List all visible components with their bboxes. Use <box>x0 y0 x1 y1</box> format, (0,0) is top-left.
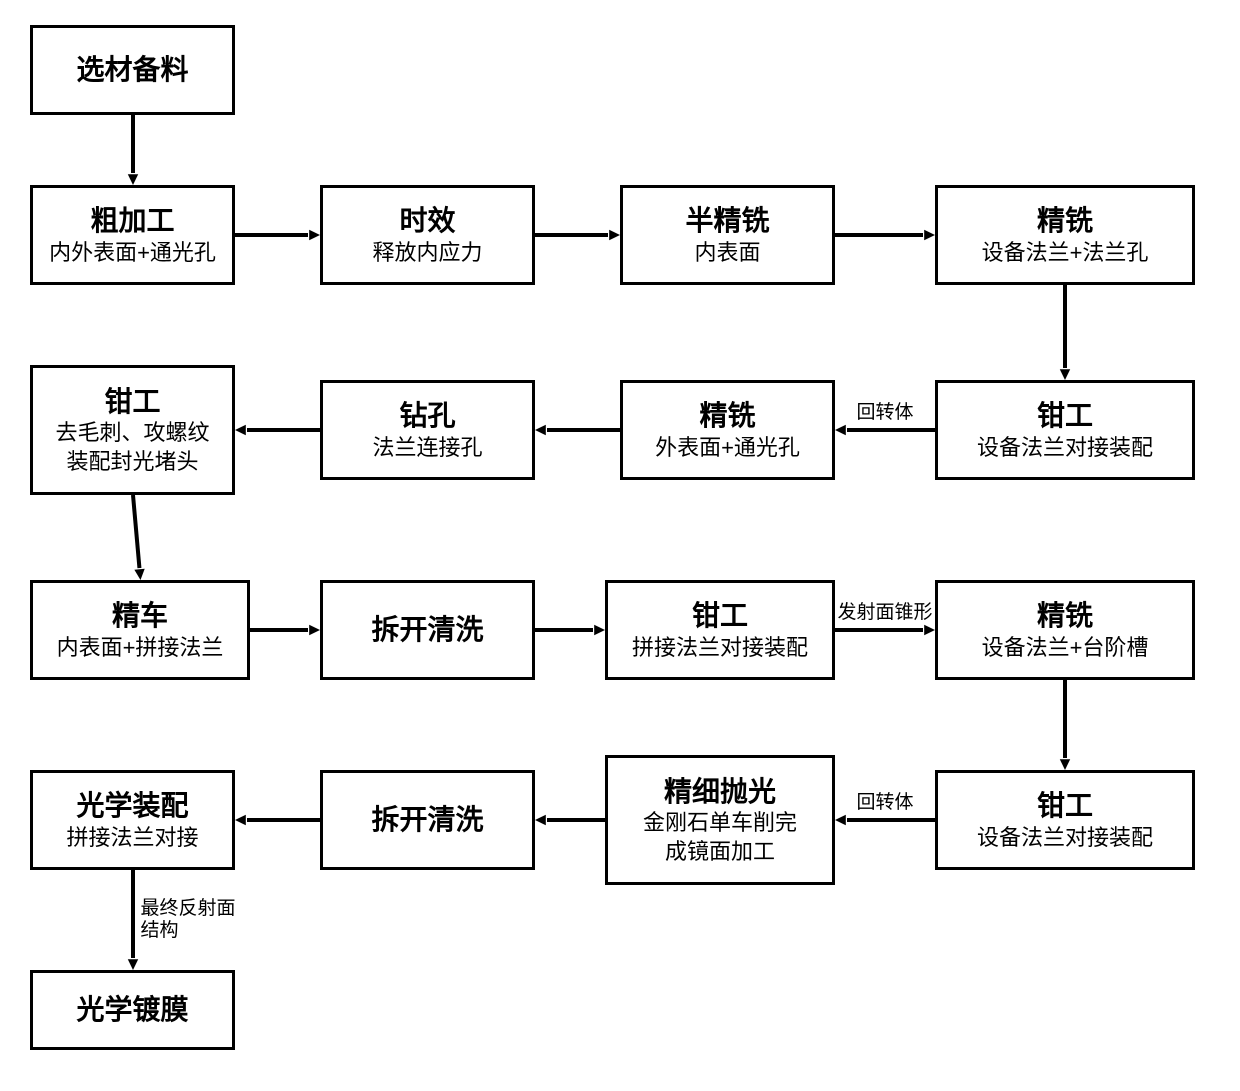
node-title: 半精铣 <box>685 204 769 238</box>
flow-arrow <box>521 416 634 448</box>
flow-arrow <box>521 806 619 838</box>
node-title: 选材备料 <box>76 53 188 87</box>
node-title: 光学装配 <box>76 789 188 823</box>
node-subtitle: 设备法兰对接装配 <box>977 435 1153 461</box>
flow-arrow <box>821 221 949 253</box>
flow-arrow <box>236 616 334 648</box>
flow-arrow <box>119 481 155 594</box>
flow-node-n11: 拆开清洗 <box>320 580 535 680</box>
edge-label: 最终反射面结构 <box>141 898 266 942</box>
flow-node-n10: 精车内表面+拼接法兰 <box>30 580 250 680</box>
flow-node-n6: 钳工设备法兰对接装配 <box>935 380 1195 480</box>
flow-node-n7: 精铣外表面+通光孔 <box>620 380 835 480</box>
node-title: 精车 <box>112 599 168 633</box>
node-subtitle: 拼接法兰对接 <box>66 825 198 851</box>
node-title: 粗加工 <box>90 204 174 238</box>
flow-node-n14: 钳工设备法兰对接装配 <box>935 770 1195 870</box>
node-title: 钳工 <box>1037 399 1093 433</box>
flow-arrow <box>521 616 619 648</box>
node-subtitle: 外表面+通光孔 <box>655 435 800 461</box>
node-title: 时效 <box>399 204 455 238</box>
node-subtitle: 内表面 <box>694 240 760 266</box>
node-subtitle: 装配封光堵头 <box>66 449 198 475</box>
node-subtitle: 内外表面+通光孔 <box>49 240 216 266</box>
flow-arrow <box>221 806 334 838</box>
node-subtitle: 内表面+拼接法兰 <box>57 635 224 661</box>
edge-label: 回转体 <box>830 792 940 814</box>
node-subtitle: 设备法兰+法兰孔 <box>982 240 1149 266</box>
edge-label: 发射面锥形 <box>830 602 940 624</box>
node-subtitle: 拼接法兰对接装配 <box>632 635 808 661</box>
flow-node-n2: 粗加工内外表面+通光孔 <box>30 185 235 285</box>
flow-arrow <box>221 221 334 253</box>
flow-node-n16: 拆开清洗 <box>320 770 535 870</box>
node-title: 拆开清洗 <box>371 613 483 647</box>
edge-label: 回转体 <box>830 402 940 424</box>
node-title: 光学镀膜 <box>76 993 188 1027</box>
node-title: 精细抛光 <box>664 775 776 809</box>
node-subtitle: 金刚石单车削完 <box>643 810 797 836</box>
node-subtitle: 释放内应力 <box>372 240 482 266</box>
flow-node-n5: 精铣设备法兰+法兰孔 <box>935 185 1195 285</box>
flow-node-n13: 精铣设备法兰+台阶槽 <box>935 580 1195 680</box>
node-subtitle: 设备法兰+台阶槽 <box>982 635 1149 661</box>
flow-node-n8: 钻孔法兰连接孔 <box>320 380 535 480</box>
node-title: 钳工 <box>1037 789 1093 823</box>
node-title: 拆开清洗 <box>371 803 483 837</box>
flow-node-n12: 钳工拼接法兰对接装配 <box>605 580 835 680</box>
flow-node-n9: 钳工去毛刺、攻螺纹装配封光堵头 <box>30 365 235 495</box>
node-title: 钻孔 <box>399 399 455 433</box>
flow-arrow <box>119 101 151 199</box>
flow-node-n4: 半精铣内表面 <box>620 185 835 285</box>
flow-arrow <box>521 221 634 253</box>
flow-node-n15: 精细抛光金刚石单车削完成镜面加工 <box>605 755 835 885</box>
node-title: 钳工 <box>692 599 748 633</box>
node-subtitle: 去毛刺、攻螺纹 <box>55 420 209 446</box>
node-subtitle: 法兰连接孔 <box>372 435 482 461</box>
flow-arrow <box>1051 271 1083 394</box>
flow-arrow <box>221 416 334 448</box>
flow-node-n17: 光学装配拼接法兰对接 <box>30 770 235 870</box>
node-title: 精铣 <box>1037 599 1093 633</box>
node-title: 精铣 <box>1037 204 1093 238</box>
node-title: 精铣 <box>699 399 755 433</box>
flow-node-n3: 时效释放内应力 <box>320 185 535 285</box>
node-subtitle: 设备法兰对接装配 <box>977 825 1153 851</box>
node-subtitle: 成镜面加工 <box>665 839 775 865</box>
node-title: 钳工 <box>104 385 160 419</box>
flow-arrow <box>1051 666 1083 784</box>
